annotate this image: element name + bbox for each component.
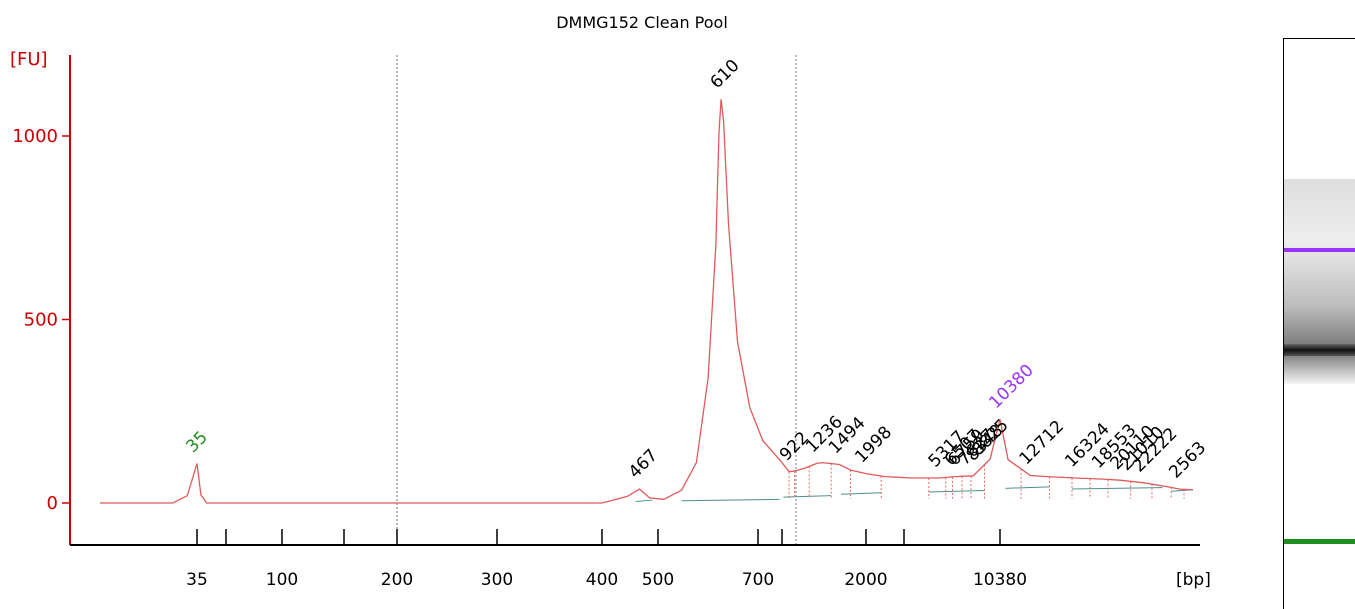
chart-title: DMMG152 Clean Pool	[556, 13, 728, 32]
trace-series	[100, 99, 1194, 504]
x-tick-label: 100	[266, 570, 298, 590]
trace-line	[100, 99, 1194, 504]
x-axis-unit-label: [bp]	[1176, 570, 1211, 590]
baseline-segment	[841, 492, 882, 495]
x-tick-label: 35	[186, 570, 208, 590]
baseline-segment	[928, 490, 985, 493]
integration-baselines	[635, 463, 1194, 503]
baseline-segment	[1005, 486, 1050, 489]
y-tick-label: 500	[24, 310, 58, 331]
peak-label-peak: 467	[625, 445, 662, 482]
peak-label-peak: 610	[706, 56, 743, 93]
x-tick-label: 300	[481, 570, 513, 590]
gel-band-lower-marker	[1284, 539, 1355, 544]
gel-band-upper-marker	[1284, 248, 1355, 252]
y-tick-label: 1000	[12, 126, 58, 147]
x-tick-label: 400	[586, 570, 618, 590]
baseline-segment	[783, 495, 832, 498]
x-tick-label: 2000	[844, 570, 887, 590]
baseline-segment	[635, 499, 653, 503]
gel-lane	[1283, 38, 1355, 609]
x-tick-label: 500	[642, 570, 674, 590]
peak-label-upper_marker: 10380	[985, 360, 1037, 412]
y-tick-label: 0	[47, 493, 58, 514]
baseline-segment	[681, 498, 780, 502]
x-tick-label: 200	[381, 570, 413, 590]
y-axis-unit-label: [FU]	[10, 49, 48, 70]
baseline-segment	[1071, 487, 1163, 490]
gel-band-main-peak	[1284, 344, 1355, 356]
axes: 0 500 1000 35 100 200 300 400 500 700 2000 10380	[12, 55, 1200, 590]
grid-lines	[396, 55, 797, 545]
peak-label-lower_marker: 35	[182, 427, 211, 456]
peak-label-peak: 12712	[1016, 417, 1068, 469]
x-tick-label: 700	[742, 570, 774, 590]
x-tick-label: 10380	[973, 570, 1027, 590]
electropherogram-chart: DMMG152 Clean Pool [FU] [bp] 0 500 1000 35 1…	[10, 13, 1211, 590]
